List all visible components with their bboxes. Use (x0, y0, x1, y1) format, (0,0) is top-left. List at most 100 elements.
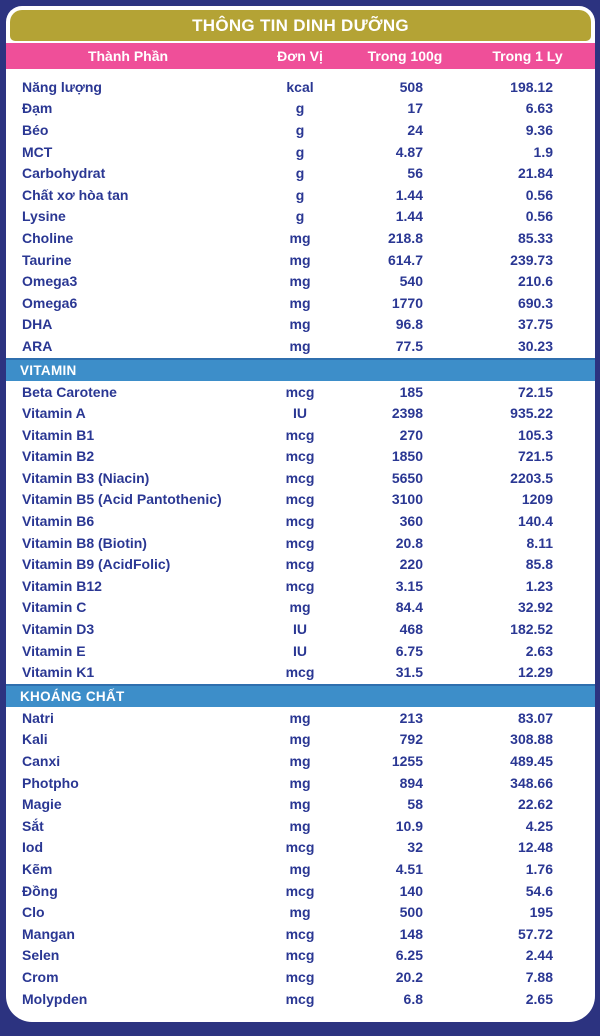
per-100g-cell: 10.9 (395, 817, 423, 834)
per-1ly-cell: 105.3 (517, 426, 553, 443)
ingredient-name: Taurine (22, 251, 72, 268)
per-1ly-cell: 30.23 (517, 337, 553, 354)
table-row: Carbohydrat g 56 21.84 (6, 162, 595, 184)
unit-cell: mcg (285, 925, 315, 942)
per-1ly-cell: 210.6 (517, 273, 553, 290)
per-100g-cell: 792 (399, 731, 423, 748)
table-row: Crom mcg 20.2 7.88 (6, 966, 595, 988)
table-row: Vitamin B1 mcg 270 105.3 (6, 424, 595, 446)
ingredient-name: Vitamin D3 (22, 621, 95, 638)
per-1ly-cell: 348.66 (510, 774, 553, 791)
per-1ly-cell: 22.62 (517, 796, 553, 813)
per-1ly-cell: 1.76 (525, 860, 553, 877)
table-row: MCT g 4.87 1.9 (6, 141, 595, 163)
table-row: Natri mg 213 83.07 (6, 707, 595, 729)
table-row: Vitamin B2 mcg 1850 721.5 (6, 446, 595, 468)
per-100g-cell: 468 (399, 621, 423, 638)
per-1ly-cell: 721.5 (517, 448, 553, 465)
nutrition-card: THÔNG TIN DINH DƯỠNG Thành Phần Đơn Vị T… (6, 6, 595, 1022)
per-1ly-cell: 140.4 (517, 513, 553, 530)
ingredient-name: Béo (22, 121, 49, 138)
unit-cell: mg (289, 229, 311, 246)
ingredient-name: MCT (22, 143, 53, 160)
unit-cell: g (295, 100, 305, 117)
table-header-row: Thành Phần Đơn Vị Trong 100g Trong 1 Ly (6, 43, 595, 69)
unit-cell: kcal (286, 78, 314, 95)
per-100g-cell: 1.44 (395, 208, 423, 225)
per-100g-cell: 1.44 (395, 186, 423, 203)
table-row: Vitamin D3 IU 468 182.52 (6, 618, 595, 640)
table-row: Năng lượng kcal 508 198.12 (6, 76, 595, 98)
unit-cell: g (295, 186, 305, 203)
per-1ly-cell: 21.84 (517, 165, 553, 182)
table-row: Iod mcg 32 12.48 (6, 837, 595, 859)
unit-cell: IU (293, 642, 307, 659)
section-header-vitamin: VITAMIN (6, 357, 595, 381)
ingredient-name: Molypden (22, 990, 88, 1007)
per-100g-cell: 500 (399, 904, 423, 921)
ingredient-name: Kẽm (22, 860, 53, 877)
per-100g-cell: 540 (399, 273, 423, 290)
per-100g-cell: 84.4 (395, 599, 423, 616)
per-100g-cell: 3.15 (395, 577, 423, 594)
unit-cell: g (295, 121, 305, 138)
per-100g-cell: 20.8 (395, 534, 423, 551)
per-1ly-cell: 198.12 (510, 78, 553, 95)
per-1ly-cell: 85.8 (525, 556, 553, 573)
unit-cell: mg (289, 273, 311, 290)
per-100g-cell: 218.8 (387, 229, 423, 246)
ingredient-name: Sắt (22, 817, 44, 834)
per-100g-cell: 185 (399, 383, 423, 400)
table-row: Vitamin B8 (Biotin) mcg 20.8 8.11 (6, 532, 595, 554)
per-1ly-cell: 690.3 (517, 294, 553, 311)
ingredient-name: Vitamin B2 (22, 448, 95, 465)
table-row: Vitamin E IU 6.75 2.63 (6, 640, 595, 662)
unit-cell: g (295, 165, 305, 182)
ingredient-name: Photpho (22, 774, 79, 791)
unit-cell: mg (289, 316, 311, 333)
unit-cell: mg (289, 251, 311, 268)
table-row: Đạm g 17 6.63 (6, 98, 595, 120)
table-row: Vitamin B5 (Acid Pantothenic) mcg 3100 1209 (6, 489, 595, 511)
table-row: Vitamin B9 (AcidFolic) mcg 220 85.8 (6, 553, 595, 575)
unit-cell: g (295, 143, 305, 160)
per-100g-cell: 894 (399, 774, 423, 791)
table-row: Taurine mg 614.7 239.73 (6, 249, 595, 271)
ingredient-name: Omega3 (22, 273, 78, 290)
ingredient-name: Lysine (22, 208, 66, 225)
unit-cell: mcg (285, 448, 315, 465)
ingredient-name: Mangan (22, 925, 75, 942)
unit-cell: mg (289, 337, 311, 354)
column-header-don-vi: Đơn Vị (277, 48, 323, 64)
unit-cell: mcg (285, 990, 315, 1007)
column-header-trong-1-ly: Trong 1 Ly (492, 48, 563, 64)
unit-cell: mcg (285, 383, 315, 400)
unit-cell: mg (289, 904, 311, 921)
table-row: Magie mg 58 22.62 (6, 793, 595, 815)
ingredient-name: Vitamin B3 (Niacin) (22, 469, 150, 486)
per-1ly-cell: 1209 (521, 491, 553, 508)
ingredient-name: Đồng (22, 882, 58, 899)
table-row: Beta Carotene mcg 185 72.15 (6, 381, 595, 403)
table-row: Vitamin B6 mcg 360 140.4 (6, 510, 595, 532)
per-100g-cell: 31.5 (395, 664, 423, 681)
per-100g-cell: 614.7 (387, 251, 423, 268)
unit-cell: g (295, 208, 305, 225)
per-100g-cell: 58 (407, 796, 423, 813)
ingredient-name: Vitamin K1 (22, 664, 95, 681)
per-100g-cell: 1850 (391, 448, 423, 465)
per-1ly-cell: 8.11 (526, 534, 553, 551)
unit-cell: mg (289, 817, 311, 834)
per-1ly-cell: 195 (529, 904, 553, 921)
per-100g-cell: 6.25 (395, 947, 423, 964)
table-row: Vitamin B12 mcg 3.15 1.23 (6, 575, 595, 597)
per-100g-cell: 360 (399, 513, 423, 530)
table-row: Vitamin A IU 2398 935.22 (6, 402, 595, 424)
ingredient-name: Kali (22, 731, 48, 748)
unit-cell: mcg (285, 839, 315, 856)
unit-cell: mg (289, 774, 311, 791)
per-1ly-cell: 85.33 (517, 229, 553, 246)
unit-cell: IU (293, 621, 307, 638)
per-1ly-cell: 32.92 (517, 599, 553, 616)
